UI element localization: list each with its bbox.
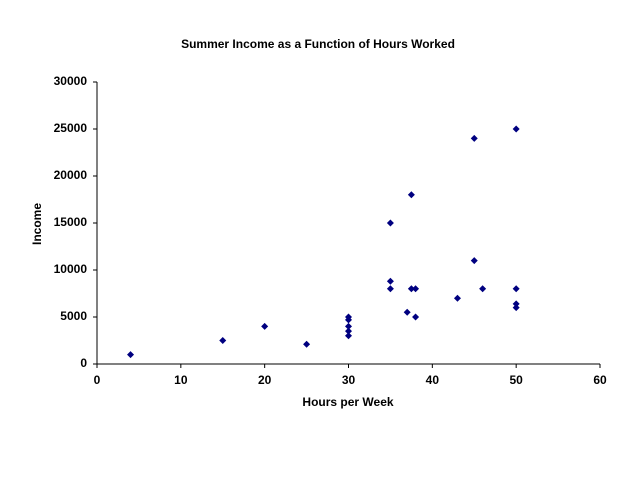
x-tick-label: 10 — [174, 373, 188, 387]
point — [386, 277, 394, 285]
x-tick-label: 20 — [258, 373, 272, 387]
point — [219, 337, 227, 344]
point — [345, 327, 352, 335]
x-axis-label: Hours per Week — [302, 395, 393, 409]
y-tick-label: 20000 — [54, 168, 88, 182]
point — [512, 125, 520, 133]
y-tick-label: 30000 — [54, 74, 88, 88]
point — [407, 285, 415, 293]
point — [386, 285, 394, 293]
point — [470, 257, 478, 265]
point — [412, 313, 420, 321]
point — [261, 322, 269, 330]
y-tick-label: 15000 — [54, 215, 88, 229]
y-axis-label: Income — [30, 203, 44, 245]
point — [303, 340, 311, 348]
point — [512, 285, 520, 293]
x-tick-label: 50 — [509, 373, 523, 387]
point — [470, 134, 478, 142]
point — [127, 351, 135, 359]
y-tick-label: 0 — [80, 356, 87, 370]
point — [453, 294, 461, 302]
y-tick-label: 25000 — [54, 121, 88, 135]
point — [345, 313, 352, 321]
point — [386, 219, 394, 227]
point — [512, 304, 520, 312]
x-tick-label: 40 — [426, 373, 440, 387]
x-tick-label: 60 — [593, 373, 607, 387]
y-tick-label: 10000 — [54, 262, 88, 276]
point — [345, 332, 352, 340]
point — [407, 191, 415, 199]
chart-title: Summer Income as a Function of Hours Wor… — [181, 37, 455, 51]
x-tick-label: 30 — [342, 373, 356, 387]
x-tick-label: 0 — [94, 373, 101, 387]
point — [403, 308, 411, 316]
point — [512, 300, 520, 308]
point — [479, 285, 487, 293]
y-tick-label: 5000 — [60, 309, 87, 323]
point — [345, 322, 352, 330]
point — [412, 285, 420, 293]
